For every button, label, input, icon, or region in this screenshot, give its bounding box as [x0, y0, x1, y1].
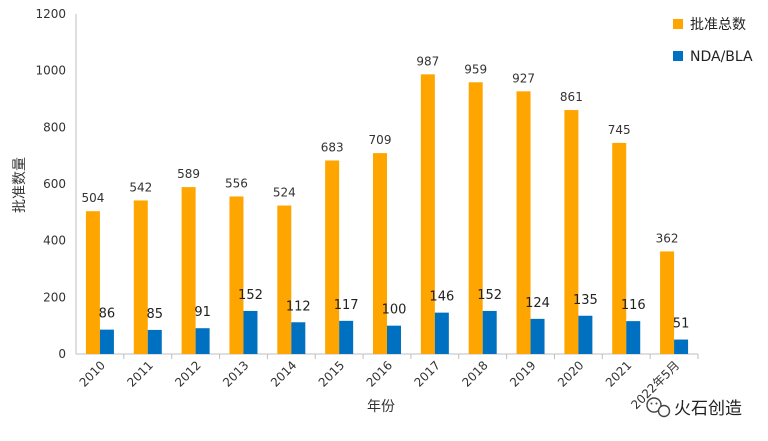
data-label-total: 709: [369, 133, 392, 147]
bar-nda: [387, 325, 401, 354]
bar-total: [181, 187, 196, 354]
data-label-nda: 116: [621, 298, 646, 313]
y-tick-label: 800: [43, 120, 66, 134]
data-label-total: 362: [656, 231, 679, 245]
bar-total: [660, 251, 675, 354]
legend-swatch-total: [673, 19, 683, 29]
data-label-nda: 86: [99, 307, 116, 322]
x-tick-label: 2011: [124, 358, 155, 389]
bar-nda: [195, 328, 210, 354]
series-nda-bars: [99, 310, 689, 354]
bar-total: [468, 82, 483, 355]
y-axis-title: 批准数量: [12, 157, 28, 213]
bar-total: [612, 142, 627, 354]
x-tick-label: 2012: [172, 358, 203, 389]
y-tick-label: 1200: [35, 7, 66, 21]
watermark: 火石创造: [646, 397, 742, 419]
bar-total: [277, 205, 292, 354]
bar-total: [229, 196, 244, 354]
bar-total: [420, 74, 435, 354]
data-labels: 504 86 542 85 589 91 556 152 524 112 683 117 709 100 9…: [81, 54, 689, 331]
data-label-total: 927: [512, 71, 535, 85]
x-tick-label: 2019: [507, 358, 538, 389]
data-label-total: 589: [177, 167, 200, 181]
bar-nda: [482, 310, 497, 354]
bar-total: [564, 110, 579, 354]
series-total-bars: [85, 74, 675, 355]
x-tick-label: 2016: [364, 358, 395, 389]
data-label-total: 683: [321, 140, 344, 154]
bar-nda: [626, 321, 641, 354]
data-label-nda: 51: [673, 317, 690, 332]
bar-nda: [578, 315, 593, 354]
x-axis-title: 年份: [367, 399, 395, 415]
bar-nda: [434, 312, 449, 354]
x-tick-label: 2014: [268, 358, 299, 389]
wechat-icon: [646, 397, 671, 418]
data-label-total: 542: [129, 180, 152, 194]
data-label-nda: 112: [286, 299, 311, 314]
data-label-nda: 100: [382, 303, 407, 318]
watermark-text: 火石创造: [674, 399, 742, 419]
data-label-total: 987: [416, 54, 439, 68]
y-tick-label: 200: [43, 290, 66, 304]
data-label-total: 745: [608, 123, 631, 137]
y-tick-label: 1000: [35, 64, 66, 78]
x-tick-label: 2010: [77, 358, 108, 389]
legend-swatch-nda: [673, 51, 683, 61]
data-label-nda: 91: [194, 305, 211, 320]
bar-total: [516, 91, 531, 354]
bar-total: [85, 211, 100, 354]
data-label-nda: 152: [477, 288, 502, 303]
bar-nda: [530, 318, 545, 354]
legend-label-nda: NDA/BLA: [690, 49, 753, 65]
x-tick-label: 2021: [603, 358, 634, 389]
y-axis: 0 200 400 600 800 1000 1200: [35, 7, 77, 361]
y-tick-label: 600: [43, 177, 66, 191]
data-label-total: 959: [464, 62, 487, 76]
data-label-total: 556: [225, 176, 248, 190]
bar-nda: [674, 339, 689, 354]
y-tick-label: 400: [43, 234, 66, 248]
legend: 批准总数 NDA/BLA: [673, 17, 753, 65]
bar-nda: [147, 329, 162, 354]
bar-total: [325, 160, 340, 354]
bar-total: [373, 153, 387, 354]
data-label-nda: 135: [573, 293, 598, 308]
data-label-nda: 152: [238, 288, 263, 303]
data-label-nda: 85: [146, 307, 163, 322]
x-tick-label: 2020: [555, 358, 586, 389]
data-label-nda: 117: [334, 298, 359, 313]
data-label-total: 524: [273, 186, 296, 200]
x-tick-label: 2017: [411, 358, 442, 389]
legend-label-total: 批准总数: [690, 17, 746, 33]
data-label-nda: 124: [525, 296, 550, 311]
x-tick-label: 2018: [459, 358, 490, 389]
y-tick-label: 0: [58, 347, 66, 361]
data-label-nda: 146: [429, 290, 454, 305]
bar-nda: [339, 320, 354, 354]
data-label-total: 504: [81, 191, 104, 205]
bar-nda: [99, 329, 114, 354]
data-label-total: 861: [560, 90, 583, 104]
bar-total: [133, 200, 148, 354]
x-tick-label: 2015: [316, 358, 347, 389]
x-tick-label: 2013: [220, 358, 251, 389]
bar-nda: [243, 310, 258, 354]
bar-nda: [291, 322, 306, 354]
